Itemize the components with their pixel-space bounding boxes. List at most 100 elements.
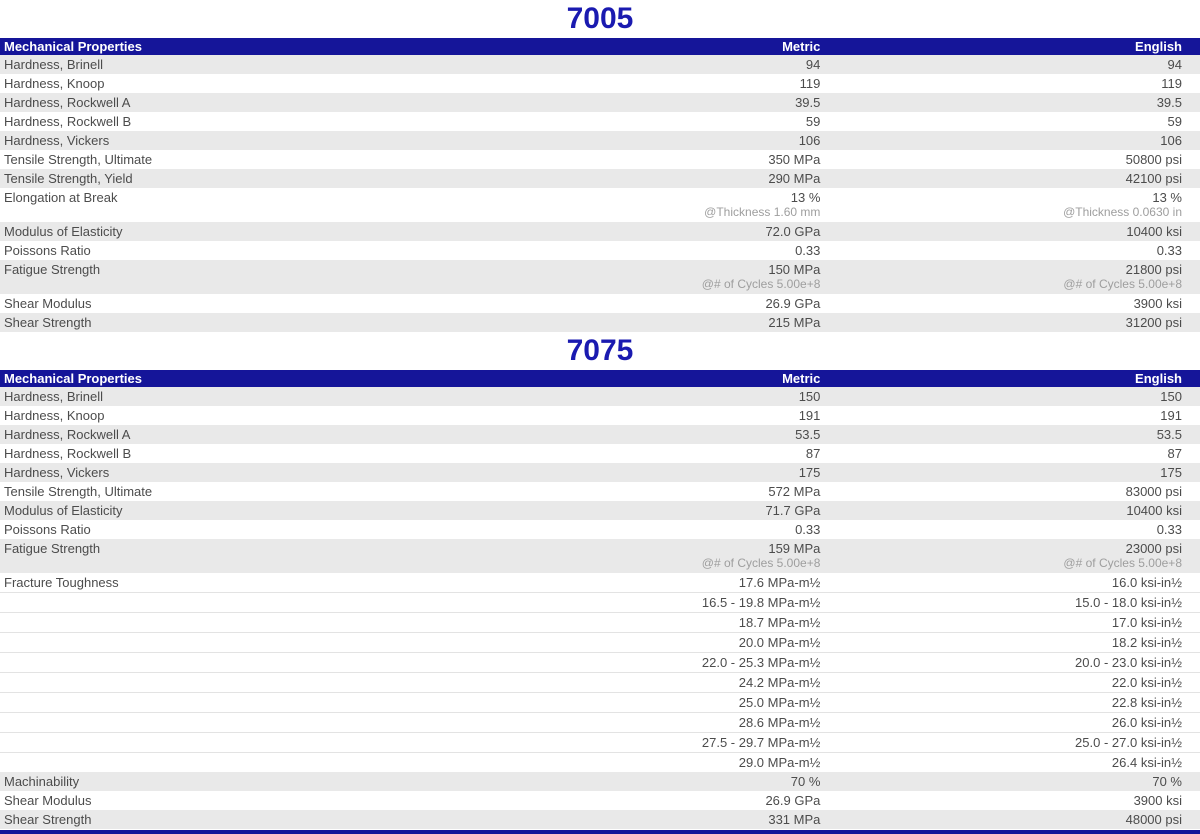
metric-value: 18.7 MPa-m½ [420, 612, 825, 633]
metric-value: 22.0 - 25.3 MPa-m½ [420, 652, 825, 673]
value-text: 159 MPa [768, 541, 821, 556]
metric-value: 87 [420, 444, 824, 463]
property-name: Hardness, Rockwell B [4, 446, 132, 461]
table-header-row: Mechanical Properties Metric English [0, 38, 1200, 55]
english-value: 22.0 ksi-in½ [824, 672, 1200, 693]
table-row: Shear Modulus 26.9 GPa 3900 ksi [0, 294, 1200, 313]
table-row: 29.0 MPa-m½ 26.4 ksi-in½ [0, 752, 1200, 772]
english-value: 191 [824, 406, 1200, 425]
property-name [0, 612, 420, 633]
metric-value: 72.0 GPa [420, 222, 825, 241]
value-text: 175 [1160, 465, 1182, 480]
value-condition: @# of Cycles 5.00e+8 [701, 556, 821, 570]
value-text: 26.9 GPa [765, 793, 821, 808]
value-text: 59 [1167, 114, 1182, 129]
english-value: 22.8 ksi-in½ [824, 692, 1200, 713]
mechanical-properties-table-7075: Mechanical Properties Metric English Har… [0, 370, 1200, 829]
value-text: 53.5 [1156, 427, 1182, 442]
metric-value: 53.5 [420, 425, 825, 444]
column-header-metric: Metric [420, 38, 825, 55]
metric-value: 70 % [420, 772, 825, 791]
property-name [0, 732, 420, 753]
value-text: 72.0 GPa [765, 224, 821, 239]
table-row: Modulus of Elasticity 72.0 GPa 10400 ksi [0, 222, 1200, 241]
metric-value: 290 MPa [420, 169, 825, 188]
property-name: Fatigue Strength [0, 539, 420, 573]
value-condition: @# of Cycles 5.00e+8 [1063, 277, 1182, 291]
english-value: 26.4 ksi-in½ [824, 752, 1200, 772]
value-text: 39.5 [1156, 95, 1182, 110]
english-value: 94 [824, 55, 1200, 74]
property-name: Poissons Ratio [4, 243, 91, 258]
value-text: 0.33 [795, 243, 821, 258]
next-table-header-edge [0, 830, 1200, 834]
column-header-english: English [824, 38, 1200, 55]
property-name [0, 672, 420, 693]
english-value: 26.0 ksi-in½ [824, 712, 1200, 733]
value-condition: @Thickness 0.0630 in [1063, 205, 1182, 219]
value-text: 20.0 - 23.0 ksi-in½ [1075, 655, 1182, 670]
value-text: 17.6 MPa-m½ [738, 575, 821, 590]
value-text: 572 MPa [768, 484, 821, 499]
value-text: 20.0 MPa-m½ [738, 635, 821, 650]
property-name: Hardness, Vickers [0, 463, 420, 482]
column-header-english: English [824, 370, 1200, 387]
english-value: 106 [824, 131, 1200, 150]
table-row: Hardness, Brinell 94 94 [0, 55, 1200, 74]
value-text: 29.0 MPa-m½ [738, 755, 821, 770]
metric-value: 159 MPa @# of Cycles 5.00e+8 [420, 539, 825, 573]
table-row: 20.0 MPa-m½ 18.2 ksi-in½ [0, 632, 1200, 653]
metric-value: 0.33 [420, 241, 824, 260]
metric-value: 331 MPa [420, 810, 825, 829]
english-value: 16.0 ksi-in½ [824, 573, 1200, 593]
value-text: 10400 ksi [1126, 503, 1182, 518]
value-text: 0.33 [1156, 243, 1182, 258]
english-value: 20.0 - 23.0 ksi-in½ [824, 652, 1200, 673]
metric-value: 26.9 GPa [420, 791, 824, 810]
metric-value: 150 [420, 387, 825, 406]
value-text: 18.7 MPa-m½ [738, 615, 821, 630]
value-text: 350 MPa [768, 152, 821, 167]
value-text: 0.33 [795, 522, 821, 537]
value-text: 150 [798, 389, 821, 404]
property-name: Shear Modulus [4, 296, 92, 311]
value-text: 31200 psi [1125, 315, 1182, 330]
table-row: Modulus of Elasticity 71.7 GPa 10400 ksi [0, 501, 1200, 520]
property-name: Hardness, Rockwell B [4, 114, 132, 129]
table-row: Hardness, Knoop 191 191 [0, 406, 1200, 425]
table-row: Tensile Strength, Ultimate 572 MPa 83000 p… [0, 482, 1200, 501]
metric-value: 25.0 MPa-m½ [420, 692, 825, 713]
metric-value: 24.2 MPa-m½ [420, 672, 825, 693]
english-value: 0.33 [824, 520, 1200, 539]
table-row: 25.0 MPa-m½ 22.8 ksi-in½ [0, 692, 1200, 713]
value-text: 16.0 ksi-in½ [1111, 575, 1182, 590]
value-text: 21800 psi [1125, 262, 1182, 277]
value-text: 0.33 [1156, 522, 1182, 537]
table-row: 16.5 - 19.8 MPa-m½ 15.0 - 18.0 ksi-in½ [0, 592, 1200, 613]
value-text: 191 [798, 408, 821, 423]
english-value: 0.33 [824, 241, 1200, 260]
value-text: 290 MPa [768, 171, 821, 186]
value-text: 26.9 GPa [765, 296, 821, 311]
mechanical-properties-table-7005: Mechanical Properties Metric English Har… [0, 38, 1200, 332]
table-row: 18.7 MPa-m½ 17.0 ksi-in½ [0, 612, 1200, 633]
property-name: Shear Strength [0, 313, 420, 332]
property-name: Tensile Strength, Yield [0, 169, 420, 188]
metric-value: 175 [420, 463, 825, 482]
english-value: 59 [824, 112, 1200, 131]
value-text: 119 [799, 76, 821, 91]
property-name: Fatigue Strength [0, 260, 420, 294]
value-text: 83000 psi [1125, 484, 1182, 499]
value-condition: @# of Cycles 5.00e+8 [701, 277, 821, 291]
value-text: 18.2 ksi-in½ [1111, 635, 1182, 650]
english-value: 10400 ksi [824, 222, 1200, 241]
english-value: 10400 ksi [824, 501, 1200, 520]
value-text: 59 [805, 114, 821, 129]
value-text: 87 [805, 446, 821, 461]
value-text: 16.5 - 19.8 MPa-m½ [701, 595, 821, 610]
value-text: 215 MPa [768, 315, 821, 330]
table-row: Machinability 70 % 70 % [0, 772, 1200, 791]
table-row: Shear Modulus 26.9 GPa 3900 ksi [0, 791, 1200, 810]
metric-value: 16.5 - 19.8 MPa-m½ [420, 592, 825, 613]
value-text: 27.5 - 29.7 MPa-m½ [701, 735, 821, 750]
